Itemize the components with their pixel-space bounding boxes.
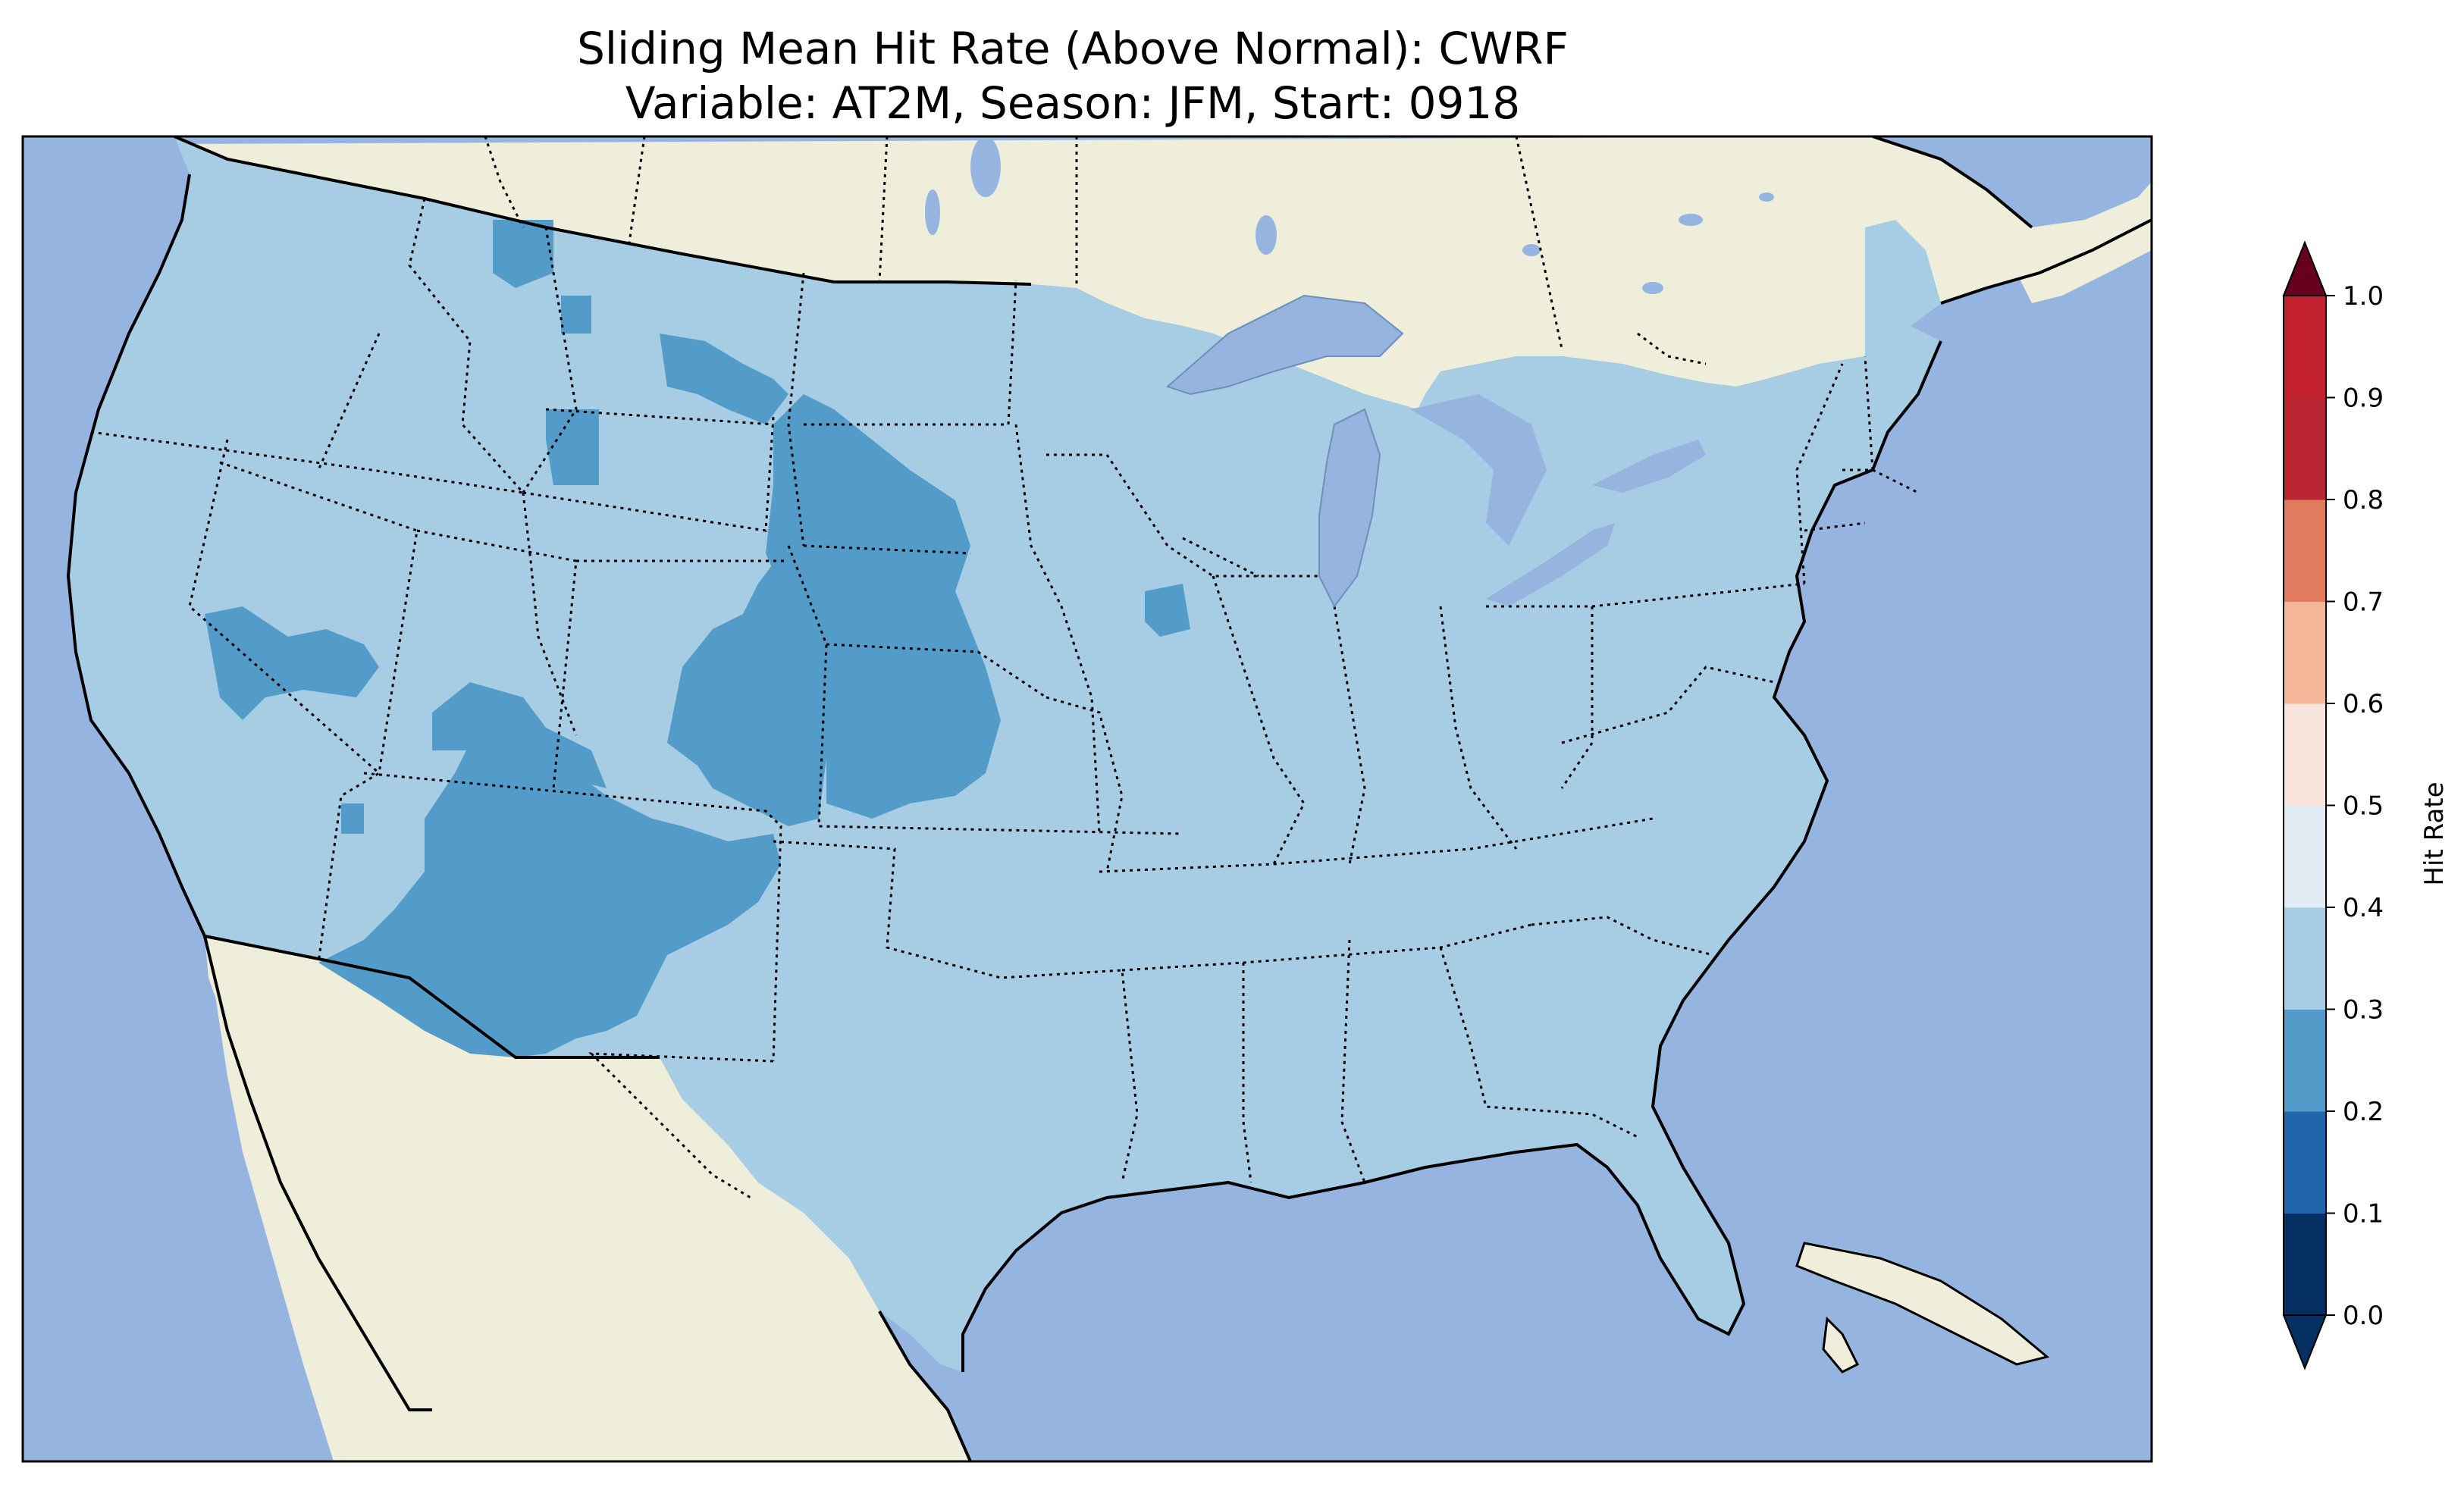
colorbar-tick-label: 0.6 [2343, 689, 2384, 719]
colorbar-band-0.4 [2284, 805, 2326, 908]
colorbar-tick-label: 0.7 [2343, 587, 2384, 618]
colorbar-tick-label: 0.8 [2343, 485, 2384, 515]
colorbar-bands [2282, 240, 2328, 1370]
title-line-1: Sliding Mean Hit Rate (Above Normal): CW… [577, 23, 1569, 74]
colorbar-ticks: 0.0 0.1 0.2 0.3 0.4 0.5 0.6 0.7 0.8 0.9 1.0 [2326, 281, 2384, 1331]
title-line-2: Variable: AT2M, Season: JFM, Start: 0918 [625, 77, 1521, 129]
canada-land [174, 136, 2152, 409]
great-lakes [1168, 296, 1706, 606]
lake-ontario [1592, 440, 1706, 493]
region-southwest [318, 743, 781, 1057]
colorbar-band-0.1 [2284, 1111, 2326, 1214]
region-kansas-nebraska [766, 394, 1001, 819]
colorbar-band-0.8 [2284, 397, 2326, 500]
canadian-lakes [925, 136, 1774, 294]
lake-huron [1410, 394, 1547, 546]
region-id-small [561, 296, 591, 334]
colorbar-tick-label: 0.1 [2343, 1199, 2384, 1229]
colorbar-tick-label: 1.0 [2343, 281, 2384, 312]
region-nevada [205, 606, 379, 720]
colorbar-tick-label: 0.9 [2343, 384, 2384, 414]
colorbar-band-0.3 [2284, 907, 2326, 1010]
lake-superior [1168, 296, 1403, 394]
colorbar-label: Hit Rate [2419, 781, 2450, 885]
region-wyoming [546, 409, 599, 485]
colorbar-tick-label: 0.4 [2343, 893, 2384, 923]
colorbar-tick-label: 0.0 [2343, 1301, 2384, 1331]
colorbar-band-0.7 [2284, 500, 2326, 602]
colorbar-extend-max [2282, 240, 2328, 296]
colorbar-extend-min [2282, 1314, 2328, 1370]
hit-rate-0.2-0.3-regions [205, 220, 1190, 1057]
colorbar-band-0.0 [2284, 1213, 2326, 1316]
region-montana [660, 334, 788, 424]
lake-michigan [1319, 409, 1380, 606]
colorbar-tick-label: 0.5 [2343, 791, 2384, 822]
region-southwest-north [432, 682, 607, 788]
region-idaho [493, 220, 553, 288]
colorbar-tick-label: 0.3 [2343, 995, 2384, 1026]
region-iowa [1145, 584, 1190, 637]
region-colorado [667, 546, 834, 826]
colorbar-band-0.5 [2284, 703, 2326, 806]
colorbar-band-0.9 [2284, 296, 2326, 398]
coastlines [66, 136, 2152, 1461]
colorbar-band-0.2 [2284, 1009, 2326, 1112]
region-az-small [341, 803, 364, 834]
colorbar-tick-label: 0.2 [2343, 1097, 2384, 1127]
lake-outlines [1166, 294, 1404, 608]
baja-land [205, 936, 432, 1410]
province-borders [484, 136, 1707, 365]
colorbar-band-0.6 [2284, 601, 2326, 704]
figure-title: Sliding Mean Hit Rate (Above Normal): CW… [0, 21, 2146, 130]
map-frame [21, 135, 2153, 1463]
lake-erie [1486, 523, 1615, 606]
